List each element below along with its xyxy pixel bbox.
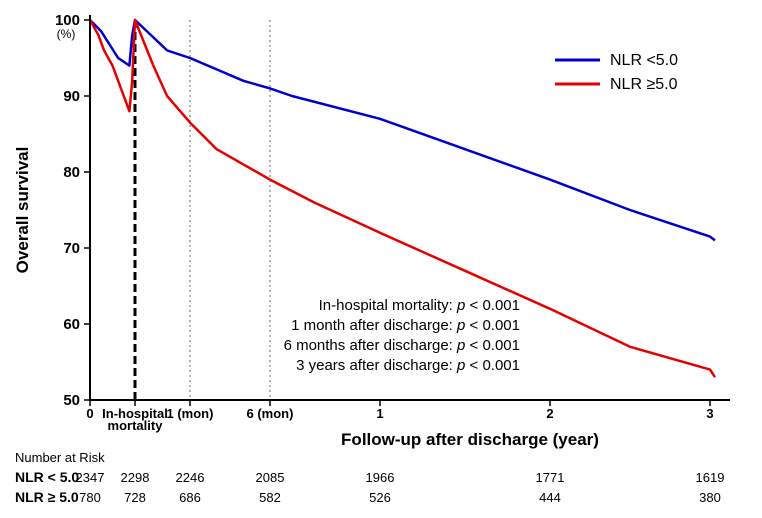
annotation-p: p: [456, 297, 465, 314]
x-tick-label: 1: [376, 406, 383, 421]
y-tick-label: 80: [63, 164, 80, 181]
y-tick-label: 50: [63, 392, 80, 409]
risk-count: 1771: [536, 470, 565, 485]
risk-count: 526: [369, 490, 391, 505]
legend-label-nlr_ge_5: NLR ≥5.0: [610, 76, 678, 93]
x-tick-label: 0: [86, 406, 93, 421]
annotation-text: 1 month after discharge:: [291, 317, 457, 334]
x-tick-label: 2: [546, 406, 553, 421]
annotation-1: 1 month after discharge: p < 0.001: [291, 317, 520, 334]
annotation-text: In-hospital mortality:: [319, 297, 457, 314]
annotation-2: 6 months after discharge: p < 0.001: [284, 337, 520, 354]
y-tick-label: 60: [63, 316, 80, 333]
y-axis-title: Overall survival: [13, 147, 32, 274]
risk-count: 780: [79, 490, 101, 505]
risk-row-label: NLR < 5.0: [15, 469, 79, 485]
annotation-val: < 0.001: [465, 337, 520, 354]
x-tick-label: 6 (mon): [247, 406, 294, 421]
annotation-val: < 0.001: [465, 357, 520, 374]
risk-count: 582: [259, 490, 281, 505]
risk-count: 2246: [176, 470, 205, 485]
risk-count: 686: [179, 490, 201, 505]
y-pct-label: (%): [57, 27, 76, 41]
x-axis-title: Follow-up after discharge (year): [341, 430, 599, 449]
x-tick-label: 3: [706, 406, 713, 421]
annotation-text: 3 years after discharge:: [296, 357, 457, 374]
y-tick-label: 90: [63, 88, 80, 105]
annotation-val: < 0.001: [465, 317, 520, 334]
risk-count: 2347: [76, 470, 105, 485]
risk-count: 1966: [366, 470, 395, 485]
legend-label-nlr_lt_5: NLR <5.0: [610, 52, 678, 69]
x-tick-label: 1 (mon): [167, 406, 214, 421]
annotation-text: 6 months after discharge:: [284, 337, 457, 354]
annotation-0: In-hospital mortality: p < 0.001: [319, 297, 520, 314]
annotation-3: 3 years after discharge: p < 0.001: [296, 357, 520, 374]
risk-count: 728: [124, 490, 146, 505]
risk-count: 2298: [121, 470, 150, 485]
risk-count: 444: [539, 490, 561, 505]
risk-heading: Number at Risk: [15, 450, 105, 465]
risk-count: 1619: [696, 470, 725, 485]
annotation-p: p: [456, 337, 465, 354]
risk-count: 380: [699, 490, 721, 505]
risk-count: 2085: [256, 470, 285, 485]
annotation-val: < 0.001: [465, 297, 520, 314]
annotation-p: p: [456, 357, 465, 374]
annotation-p: p: [456, 317, 465, 334]
risk-row-label: NLR ≥ 5.0: [15, 489, 79, 505]
y-tick-label: 70: [63, 240, 80, 257]
x-tick-label: mortality: [108, 418, 164, 433]
